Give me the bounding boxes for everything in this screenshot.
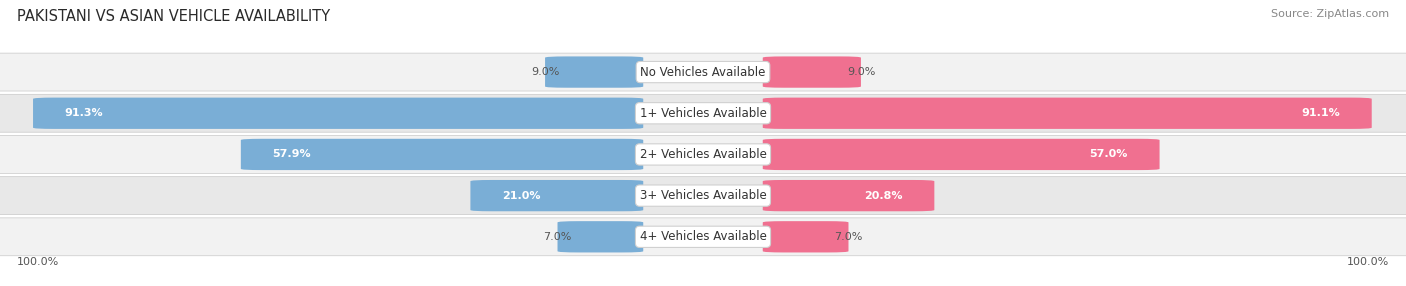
Text: No Vehicles Available: No Vehicles Available: [640, 65, 766, 79]
FancyBboxPatch shape: [240, 139, 643, 170]
Text: 4+ Vehicles Available: 4+ Vehicles Available: [640, 230, 766, 243]
FancyBboxPatch shape: [0, 136, 1406, 173]
Text: 57.9%: 57.9%: [273, 150, 311, 159]
Text: 100.0%: 100.0%: [1347, 257, 1389, 267]
Text: 7.0%: 7.0%: [834, 232, 863, 242]
FancyBboxPatch shape: [32, 98, 643, 129]
Text: 9.0%: 9.0%: [530, 67, 560, 77]
Text: 20.8%: 20.8%: [865, 191, 903, 200]
FancyBboxPatch shape: [471, 180, 644, 211]
FancyBboxPatch shape: [558, 221, 644, 253]
FancyBboxPatch shape: [546, 56, 644, 88]
Text: 9.0%: 9.0%: [846, 67, 876, 77]
Text: 57.0%: 57.0%: [1090, 150, 1128, 159]
FancyBboxPatch shape: [762, 98, 1372, 129]
FancyBboxPatch shape: [0, 94, 1406, 132]
Text: 100.0%: 100.0%: [17, 257, 59, 267]
Text: 21.0%: 21.0%: [502, 191, 540, 200]
Text: 91.1%: 91.1%: [1302, 108, 1340, 118]
FancyBboxPatch shape: [762, 180, 935, 211]
FancyBboxPatch shape: [762, 56, 860, 88]
FancyBboxPatch shape: [762, 221, 848, 253]
Text: Source: ZipAtlas.com: Source: ZipAtlas.com: [1271, 9, 1389, 19]
Text: 1+ Vehicles Available: 1+ Vehicles Available: [640, 107, 766, 120]
Text: PAKISTANI VS ASIAN VEHICLE AVAILABILITY: PAKISTANI VS ASIAN VEHICLE AVAILABILITY: [17, 9, 330, 23]
FancyBboxPatch shape: [0, 218, 1406, 256]
Text: 7.0%: 7.0%: [543, 232, 572, 242]
FancyBboxPatch shape: [0, 177, 1406, 214]
FancyBboxPatch shape: [0, 53, 1406, 91]
Text: 2+ Vehicles Available: 2+ Vehicles Available: [640, 148, 766, 161]
FancyBboxPatch shape: [762, 139, 1160, 170]
Text: 3+ Vehicles Available: 3+ Vehicles Available: [640, 189, 766, 202]
Text: 91.3%: 91.3%: [65, 108, 103, 118]
